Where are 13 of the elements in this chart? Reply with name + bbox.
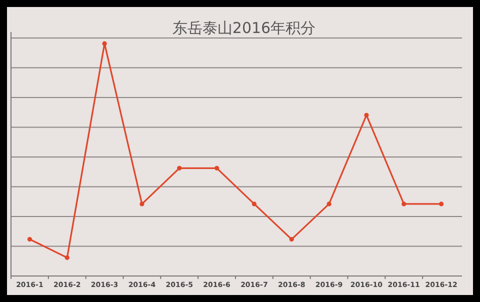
point [140,202,144,206]
point [364,112,369,118]
point [64,255,70,260]
point [102,41,107,46]
point [252,202,257,206]
point [326,202,332,206]
point [214,166,220,170]
chart-title: 东岳泰山2016年积分 [172,19,316,37]
point [438,202,444,206]
point [402,202,406,206]
point [289,236,294,242]
point [27,236,32,242]
point [177,166,182,170]
